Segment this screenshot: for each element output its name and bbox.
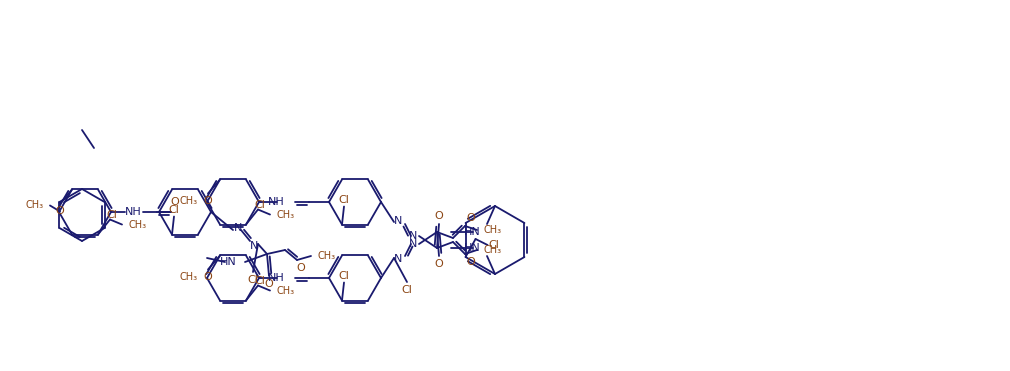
Text: CH₃: CH₃ [276, 286, 294, 296]
Text: O: O [434, 259, 443, 269]
Text: NH: NH [124, 207, 141, 217]
Text: HN: HN [465, 243, 481, 253]
Text: O: O [434, 211, 443, 221]
Text: O: O [467, 257, 476, 267]
Text: O: O [204, 197, 212, 207]
Text: N: N [409, 239, 417, 249]
Text: N: N [249, 241, 259, 251]
Text: N: N [409, 231, 417, 241]
Text: O: O [467, 213, 476, 223]
Text: Cl: Cl [169, 204, 180, 214]
Text: O: O [204, 272, 212, 282]
Text: HN: HN [220, 257, 237, 267]
Text: O: O [56, 207, 65, 217]
Text: CH₃: CH₃ [483, 245, 501, 255]
Text: CH₃: CH₃ [128, 220, 146, 230]
Text: CH₃: CH₃ [26, 200, 44, 210]
Text: Cl: Cl [488, 240, 499, 250]
Text: Cl: Cl [402, 285, 412, 295]
Text: Cl: Cl [247, 275, 259, 285]
Text: O: O [297, 263, 305, 273]
Text: N: N [394, 216, 402, 226]
Text: N: N [394, 254, 402, 264]
Text: CH₃: CH₃ [483, 225, 501, 235]
Text: HN: HN [465, 227, 481, 237]
Text: Cl: Cl [338, 194, 349, 204]
Text: O: O [265, 279, 274, 289]
Text: O: O [171, 197, 180, 207]
Text: NH: NH [269, 273, 285, 283]
Text: Cl: Cl [255, 200, 266, 210]
Text: CH₃: CH₃ [317, 251, 335, 261]
Text: CH₃: CH₃ [180, 272, 198, 282]
Text: Cl: Cl [255, 276, 266, 286]
Text: CH₃: CH₃ [180, 197, 198, 207]
Text: NH: NH [269, 197, 285, 207]
Text: Cl: Cl [338, 270, 349, 280]
Text: Cl: Cl [107, 210, 117, 220]
Text: N: N [233, 223, 242, 233]
Text: CH₃: CH₃ [276, 210, 294, 220]
